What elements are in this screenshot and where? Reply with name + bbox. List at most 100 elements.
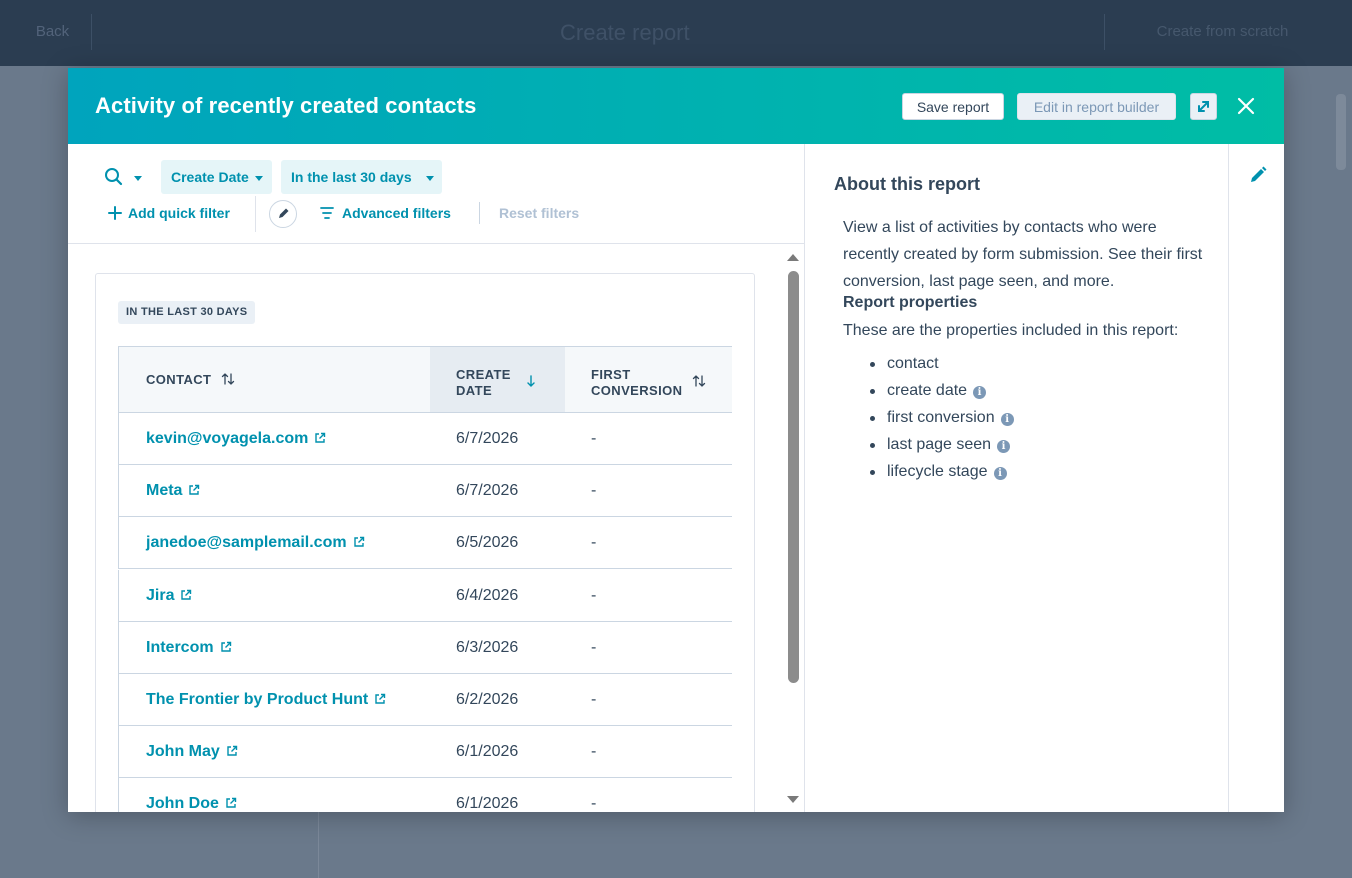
report-property-item: last page seen i (870, 431, 1014, 458)
add-quick-filter-label: Add quick filter (128, 205, 230, 221)
contact-link[interactable]: kevin@voyagela.com (146, 413, 326, 465)
expand-icon (1198, 101, 1209, 112)
contact-link[interactable]: Meta (146, 465, 200, 517)
report-property-label: contact (887, 355, 939, 372)
modal-header: Activity of recently created contacts Sa… (68, 68, 1284, 144)
background-scrollbar (1336, 94, 1346, 170)
report-property-label: last page seen (887, 436, 992, 453)
edit-filters-button[interactable] (269, 200, 297, 228)
add-quick-filter-button[interactable]: Add quick filter (108, 202, 230, 224)
first-conversion-cell: - (591, 586, 597, 604)
external-link-icon (375, 693, 386, 704)
search-filter-button[interactable] (102, 162, 146, 192)
create-date-cell: 6/3/2026 (456, 638, 519, 656)
external-link-icon (227, 745, 237, 756)
column-header-create-date-line2: DATE (456, 383, 493, 398)
column-header-first-conversion-line2: CONVERSION (591, 383, 683, 398)
contact-name: Intercom (146, 638, 214, 656)
contact-name: Jira (146, 586, 175, 604)
create-date-cell: 6/7/2026 (456, 430, 519, 447)
results-scrollbar[interactable] (784, 245, 802, 812)
contact-name: Meta (146, 482, 183, 500)
table-row: John Doe 6/1/2026 - (118, 778, 732, 812)
scroll-up-arrow-icon[interactable] (784, 250, 802, 264)
close-button[interactable] (1234, 94, 1258, 118)
date-range-filter[interactable]: In the last 30 days (281, 160, 442, 194)
pencil-icon (279, 208, 289, 218)
contact-link[interactable]: John May (146, 726, 238, 778)
report-results-panel: Create Date In the last 30 days Add quic… (68, 144, 805, 812)
column-header-create-date-line1: CREATE (456, 367, 511, 382)
contact-name: John May (146, 743, 220, 761)
external-link-icon (353, 537, 364, 548)
create-date-filter[interactable]: Create Date (161, 160, 272, 194)
report-property-item: contact (870, 350, 1014, 377)
about-edit-column (1228, 144, 1284, 812)
scrollbar-thumb[interactable] (788, 271, 799, 683)
first-conversion-cell: - (591, 534, 597, 552)
table-row: Jira 6/4/2026 - (118, 569, 732, 622)
info-icon[interactable]: i (993, 467, 1007, 480)
report-property-item: first conversion i (870, 404, 1014, 431)
create-date-cell: 6/4/2026 (456, 586, 519, 604)
advanced-filters-label: Advanced filters (342, 205, 451, 221)
first-conversion-cell: - (591, 691, 597, 708)
date-range-filter-label: In the last 30 days (291, 169, 412, 185)
contact-link[interactable]: John Doe (146, 778, 237, 812)
report-properties-list: contact create date i first conversion i last… (870, 350, 1014, 485)
first-conversion-cell: - (591, 430, 597, 447)
column-header-contact-label: CONTACT (146, 372, 212, 387)
pencil-icon (1251, 166, 1267, 182)
sort-icon (692, 375, 706, 387)
report-property-label: first conversion (887, 409, 995, 426)
table-row: John May 6/1/2026 - (118, 726, 732, 779)
background-back-button: Back (14, 14, 92, 50)
external-link-icon (181, 589, 192, 600)
first-conversion-cell: - (591, 638, 597, 656)
background-top-bar: Back Create report Create from scratch (0, 0, 1352, 66)
table-row: kevin@voyagela.com 6/7/2026 - (118, 413, 732, 465)
contact-link[interactable]: janedoe@samplemail.com (146, 517, 365, 569)
report-preview-modal: Activity of recently created contacts Sa… (68, 68, 1284, 812)
external-link-icon (315, 432, 326, 443)
save-report-button[interactable]: Save report (902, 93, 1004, 120)
column-header-first-conversion-line1: FIRST (591, 367, 631, 382)
table-row: janedoe@samplemail.com 6/5/2026 - (118, 517, 732, 570)
contact-link[interactable]: Intercom (146, 622, 232, 674)
contact-link[interactable]: Jira (146, 570, 192, 622)
divider (255, 196, 256, 232)
report-property-item: create date i (870, 377, 1014, 404)
contact-name: John Doe (146, 795, 219, 812)
advanced-filters-button[interactable]: Advanced filters (320, 202, 451, 224)
column-header-contact[interactable]: CONTACT (119, 347, 430, 412)
about-report-panel: About this report View a list of activit… (806, 144, 1228, 812)
table-row: Intercom 6/3/2026 - (118, 621, 732, 674)
expand-button[interactable] (1190, 93, 1217, 120)
report-property-label: create date (887, 382, 968, 399)
contact-link[interactable]: The Frontier by Product Hunt (146, 674, 386, 726)
edit-in-report-builder-button[interactable]: Edit in report builder (1017, 93, 1176, 120)
first-conversion-cell: - (591, 743, 597, 761)
table-header: CONTACT CREATE DATE (118, 346, 732, 413)
search-icon (105, 168, 142, 186)
reset-filters-button[interactable]: Reset filters (499, 205, 580, 221)
chevron-down-icon (425, 175, 434, 181)
info-icon[interactable]: i (1000, 413, 1014, 426)
date-range-tag: IN THE LAST 30 DAYS (118, 301, 256, 324)
close-icon (1237, 97, 1255, 115)
table-row: The Frontier by Product Hunt 6/2/2026 - (118, 674, 732, 726)
edit-about-button[interactable] (1249, 166, 1267, 184)
create-date-cell: 6/1/2026 (456, 743, 519, 761)
report-property-item: lifecycle stage i (870, 458, 1014, 485)
modal-title: Activity of recently created contacts (95, 93, 477, 118)
info-icon[interactable]: i (973, 386, 987, 399)
external-link-icon (226, 798, 237, 809)
background-panel (318, 790, 1280, 878)
column-header-first-conversion[interactable]: FIRST CONVERSION (565, 347, 733, 412)
report-table-card: IN THE LAST 30 DAYS CONTACT CREATE DATE (95, 273, 755, 812)
about-description: View a list of activities by contacts wh… (843, 219, 1203, 290)
results-scroll-area: IN THE LAST 30 DAYS CONTACT CREATE DATE (68, 245, 804, 812)
scroll-down-arrow-icon[interactable] (784, 793, 802, 807)
column-header-create-date[interactable]: CREATE DATE (430, 347, 565, 412)
info-icon[interactable]: i (997, 440, 1011, 453)
